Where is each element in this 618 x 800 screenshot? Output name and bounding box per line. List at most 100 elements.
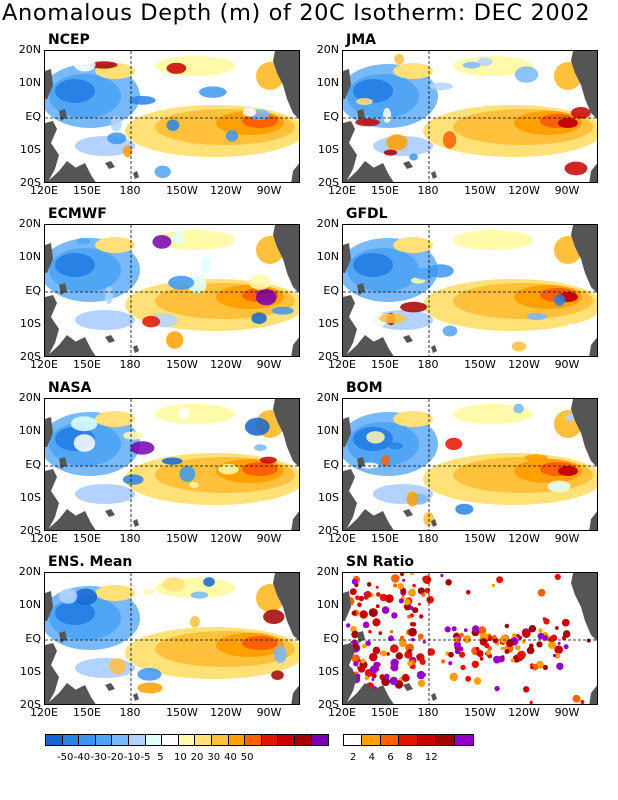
lat-tick-label: 20N [18,391,41,404]
lon-tick-label: 150W [166,532,198,545]
colorbar-swatch [211,735,229,745]
lat-tick-label: 10S [20,143,41,156]
lon-tick-label: 120W [210,184,242,197]
lat-tick-label: 20N [18,217,41,230]
lat-tick-label: EQ [323,110,339,123]
colorbar-swatch [145,735,163,745]
lon-tick-label: 150W [464,706,496,719]
lat-tick-label: 20S [318,176,339,189]
colorbar-swatch [436,735,455,745]
colorbar-swatch [228,735,246,745]
lat-tick-label: 20S [20,698,41,711]
lon-tick-label: 150W [464,532,496,545]
map-panel-jma [342,50,598,183]
colorbar-label: 40 [224,752,237,763]
colorbar-swatch [178,735,196,745]
lon-tick-label: 120W [508,184,540,197]
colorbar-swatch [245,735,262,745]
lat-tick-label: 20S [20,350,41,363]
lon-tick-label: 150E [73,706,101,719]
colorbar-swatch [294,735,312,745]
lon-tick-label: 150E [73,358,101,371]
lon-tick-label: 180 [417,706,439,719]
colorbar-swatch [362,735,381,745]
colorbar-swatch [112,735,129,745]
lon-tick-label: 120W [508,532,540,545]
lat-tick-label: 10N [316,598,339,611]
panel-title-sn-ratio: SN Ratio [346,554,415,570]
colorbar-swatch [46,735,63,745]
colorbar-label: -50 [57,752,74,763]
colorbar-label: 30 [207,752,221,763]
colorbar-label: 50 [240,752,254,763]
lat-tick-label: EQ [25,632,41,645]
lat-tick-label: EQ [323,632,339,645]
colorbar-label: -40 [73,752,91,763]
colorbar-swatch [311,735,329,745]
lon-tick-label: 180 [417,532,439,545]
lon-tick-label: 90W [256,706,282,719]
lon-tick-label: 150W [464,184,496,197]
lon-tick-label: 120E [30,532,58,545]
lon-tick-label: 150W [464,358,496,371]
lon-tick-label: 150W [166,706,198,719]
panel-title-jma: JMA [346,32,376,48]
lon-tick-label: 150E [73,532,101,545]
colorbar-swatch [344,735,363,745]
colorbar-swatch [79,735,96,745]
lat-tick-label: 10S [20,317,41,330]
colorbar-label: -20 [107,752,124,763]
panel-title-gfdl: GFDL [346,206,388,222]
lon-tick-label: 150W [166,358,198,371]
map-panel-bom [342,398,598,531]
lon-tick-label: 120E [30,358,58,371]
lat-tick-label: 10S [20,491,41,504]
lon-tick-label: 150W [166,184,198,197]
lon-tick-label: 120W [210,706,242,719]
panel-title-ens-mean: ENS. Mean [48,554,133,570]
lat-tick-label: 10N [316,424,339,437]
lon-tick-label: 120E [30,184,58,197]
colorbar-swatch [417,735,437,745]
lat-tick-label: 20S [318,350,339,363]
lat-tick-label: EQ [25,110,41,123]
lon-tick-label: 90W [256,358,282,371]
map-panel-sn-ratio [342,572,598,705]
lat-tick-label: 10N [316,250,339,263]
lat-tick-label: EQ [25,458,41,471]
lat-tick-label: 20N [316,43,339,56]
lat-tick-label: 10S [318,317,339,330]
lon-tick-label: 150E [371,184,399,197]
lon-tick-label: 180 [119,532,141,545]
lat-tick-label: 20N [316,217,339,230]
lon-tick-label: 120E [30,706,58,719]
lon-tick-label: 90W [256,532,282,545]
lat-tick-label: 10S [20,665,41,678]
lon-tick-label: 180 [417,358,439,371]
colorbar-label: -30 [90,752,107,763]
lat-tick-label: EQ [25,284,41,297]
map-panel-ens-mean [44,572,300,705]
lat-tick-label: 20N [18,43,41,56]
lon-tick-label: 150E [73,184,101,197]
colorbar-label: 5 [157,752,164,763]
colorbar-swatch [95,735,113,745]
lat-tick-label: 10N [18,598,41,611]
lon-tick-label: 120E [328,358,356,371]
panel-title-bom: BOM [346,380,383,396]
lat-tick-label: 10N [316,76,339,89]
lat-tick-label: EQ [323,458,339,471]
lon-tick-label: 120E [328,184,356,197]
lat-tick-label: 10N [18,250,41,263]
lon-tick-label: 120W [508,358,540,371]
colorbar-label: -5 [140,752,151,763]
figure-title: Anomalous Depth (m) of 20C Isotherm: DEC… [2,0,591,26]
lon-tick-label: 120W [210,358,242,371]
lon-tick-label: 120E [328,532,356,545]
lon-tick-label: 120W [508,706,540,719]
lat-tick-label: 20N [316,391,339,404]
lon-tick-label: 150E [371,532,399,545]
colorbar-swatch [261,735,279,745]
map-panel-ecmwf [44,224,300,357]
colorbar-label: 4 [368,752,376,763]
